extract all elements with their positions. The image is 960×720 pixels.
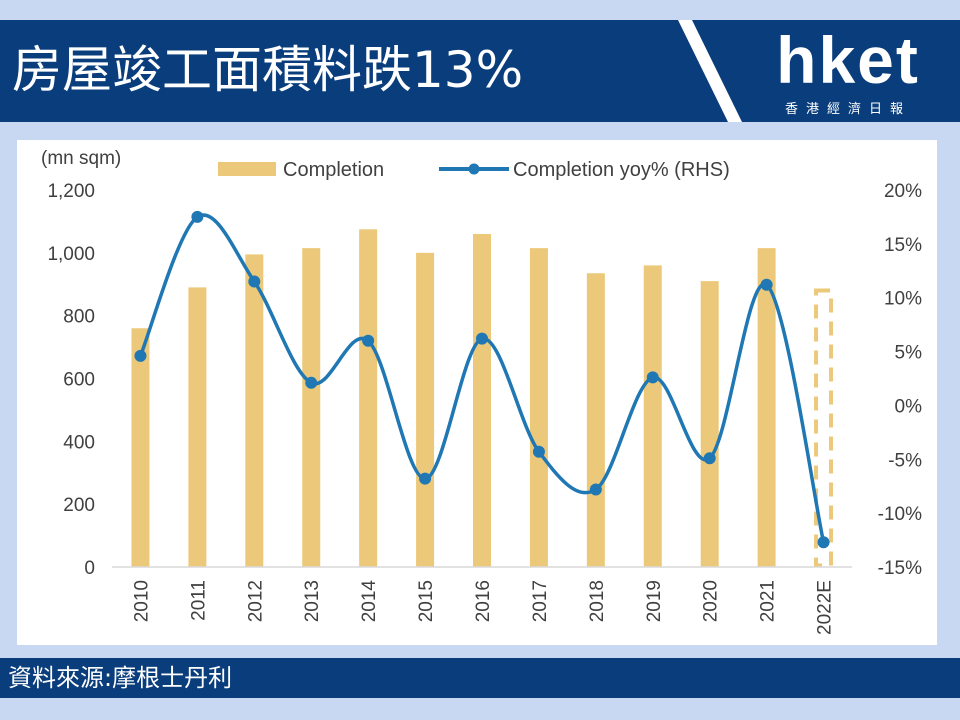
right-tick-label: 20% (884, 181, 922, 202)
right-tick-label: 0% (895, 396, 923, 417)
hket-logo: hket (776, 23, 920, 97)
left-tick-label: 400 (63, 432, 95, 453)
yoy-point-2020 (703, 452, 716, 465)
yoy-point-2022E (817, 536, 830, 549)
bar-series (131, 229, 834, 568)
bar-2022e-projected (814, 288, 834, 568)
hket-logo-subtitle: 香港經濟日報 (784, 102, 911, 117)
left-tick-label: 200 (63, 495, 95, 516)
legend-line-label: Completion yoy% (RHS) (513, 159, 730, 181)
bar-2014 (359, 229, 378, 567)
right-tick-label: 5% (895, 343, 923, 364)
bar-2010 (131, 328, 150, 567)
bar-2012 (245, 254, 264, 567)
x-label-2020: 2020 (701, 580, 722, 622)
yoy-point-2011 (191, 210, 204, 223)
left-tick-label: 600 (63, 370, 95, 391)
x-label-2011: 2011 (188, 580, 209, 621)
right-tick-label: 15% (884, 235, 922, 256)
x-label-2013: 2013 (302, 580, 323, 622)
yoy-line (138, 213, 826, 543)
x-label-2019: 2019 (644, 580, 665, 622)
source-footer: 資料來源:摩根士丹利 (0, 658, 960, 698)
yoy-point-2016 (476, 332, 488, 345)
right-tick-label: -5% (888, 450, 922, 471)
x-label-2012: 2012 (245, 580, 266, 622)
x-label-2010: 2010 (131, 580, 152, 622)
yoy-point-2018 (589, 483, 602, 496)
x-label-2021: 2021 (758, 580, 779, 622)
x-label-2015: 2015 (416, 580, 437, 622)
right-axis-ticks: -15% -10% -5% 0% 5% 10% 15% 20% (878, 181, 922, 579)
bar-2019 (643, 265, 662, 567)
bar-2016 (473, 233, 491, 567)
right-tick-label: 10% (884, 289, 922, 310)
bar-2011 (188, 287, 207, 567)
x-label-2014: 2014 (359, 580, 380, 623)
yoy-point-2013 (305, 376, 318, 389)
right-tick-label: -15% (878, 558, 922, 579)
x-label-2016: 2016 (473, 580, 494, 622)
x-label-2018: 2018 (587, 580, 608, 622)
yoy-point-2019 (646, 371, 659, 384)
left-axis-ticks: 0 200 400 600 800 1,000 1,200 (47, 181, 95, 579)
left-tick-label: 0 (84, 558, 95, 579)
right-tick-label: -10% (878, 504, 922, 525)
yoy-point-2014 (362, 334, 375, 347)
left-axis-unit: (mn sqm) (41, 148, 121, 169)
legend-line-marker (468, 163, 480, 175)
chart-legend: Completion Completion yoy% (RHS) (218, 159, 730, 181)
x-label-2017: 2017 (530, 580, 551, 622)
yoy-point-2015 (419, 472, 432, 485)
yoy-point-2017 (532, 445, 545, 458)
left-tick-label: 1,200 (47, 181, 95, 202)
logo-background (692, 20, 960, 122)
logo-panel (678, 20, 960, 122)
bar-2017 (529, 248, 548, 567)
left-tick-label: 800 (63, 307, 95, 328)
x-axis-labels: 2010 2011 2012 2013 2014 2015 2016 2017 2018 2019… (131, 580, 835, 635)
source-text: 資料來源:摩根士丹利 (8, 664, 233, 692)
yoy-point-2012 (248, 275, 261, 288)
yoy-line-series (134, 210, 830, 549)
bar-2013 (302, 248, 321, 567)
chart-card: Completion Completion yoy% (RHS) (mn sqm… (17, 140, 937, 645)
bar-2018 (586, 273, 605, 567)
page-title: 房屋竣工面積料跌13% (12, 41, 524, 99)
legend-bar-label: Completion (283, 159, 384, 181)
yoy-point-2010 (134, 349, 147, 362)
bar-2020 (700, 281, 719, 567)
legend-bar-swatch (218, 162, 276, 176)
bar-2015 (416, 252, 435, 567)
completion-chart: Completion Completion yoy% (RHS) (mn sqm… (41, 148, 922, 635)
left-tick-label: 1,000 (47, 244, 95, 265)
yoy-point-2021 (760, 278, 773, 291)
header: 房屋竣工面積料跌13% hket 香港經濟日報 (0, 20, 960, 122)
x-label-2022E: 2022E (815, 580, 836, 635)
bar-2021 (757, 248, 776, 567)
